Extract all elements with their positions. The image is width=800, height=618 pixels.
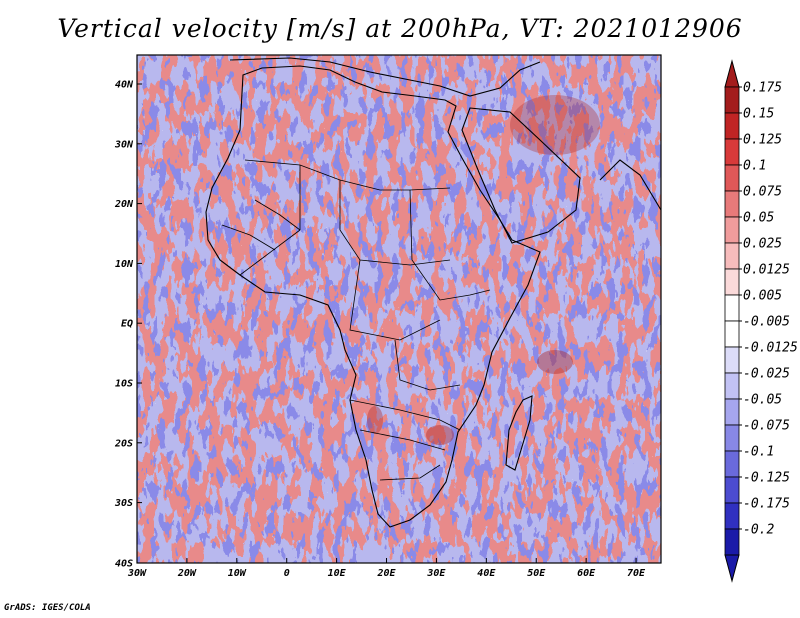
colorbar-bin [724, 190, 740, 218]
africa-coastline [205, 65, 541, 528]
colorbar-bin [724, 372, 740, 400]
lon-tick-label: 10E [328, 568, 347, 579]
colorbar-bin [724, 216, 740, 244]
colorbar-label: -0.1 [743, 445, 774, 460]
arabia-coastline [461, 107, 581, 244]
colorbar-bin [724, 164, 740, 192]
lat-tick-label: 10N [115, 259, 134, 270]
colorbar-bottom-arrow [724, 554, 740, 583]
colorbar-bin [724, 450, 740, 478]
lat-tick-label: 40S [115, 559, 133, 570]
lat-tick-label: 30S [114, 498, 133, 509]
lat-tick-label: 40N [115, 80, 134, 91]
colorbar-bin [724, 502, 740, 530]
velocity-field [137, 55, 661, 563]
lat-tick-label: 20S [114, 438, 133, 449]
colorbar-label: -0.2 [743, 523, 774, 538]
colorbar-bin [724, 242, 740, 270]
colorbar-label: 0.175 [743, 81, 782, 96]
madagascar-coastline [505, 395, 533, 471]
colorbar-bin [724, 112, 740, 140]
asia-coastline [599, 159, 662, 211]
colorbar-label: 0.15 [743, 107, 774, 122]
colorbar-top-arrow [724, 59, 740, 88]
colorbar-bin [724, 424, 740, 452]
colorbar-bin [724, 398, 740, 426]
plot-frame [136, 54, 662, 564]
lon-tick-label: 10W [228, 568, 247, 579]
colorbar-label: -0.075 [743, 419, 790, 434]
country-borders [221, 159, 491, 481]
lon-tick-label: 50E [527, 568, 546, 579]
colorbar-bin [724, 528, 740, 556]
latitude-axis: 40N 30N 20N 10N EQ 10S 20S 30S 40S [114, 80, 142, 570]
lat-tick-label: 20N [114, 199, 134, 210]
colorbar-label: 0.125 [743, 133, 782, 148]
lat-tick-label: 30N [114, 139, 134, 150]
colorbar-label: 0.025 [743, 237, 782, 252]
colorbar-label: 0.0125 [743, 263, 790, 278]
europe-coastline [229, 57, 541, 97]
colorbar-label: -0.0125 [743, 341, 798, 356]
colorbar-bin [724, 320, 740, 348]
colorbar: 0.175 0.15 0.125 0.1 0.075 0.05 0.025 0.0125 0.0… [724, 59, 798, 583]
colorbar-label: 0.1 [743, 159, 766, 174]
colorbar-label: -0.025 [743, 367, 790, 382]
colorbar-label: 0.05 [743, 211, 774, 226]
colorbar-label: -0.005 [743, 315, 790, 330]
colorbar-label: 0.075 [743, 185, 782, 200]
colorbar-bin [724, 294, 740, 322]
coastlines [205, 57, 662, 528]
colorbar-bin [724, 268, 740, 296]
lon-tick-label: 70E [627, 568, 646, 579]
lon-tick-label: 60E [577, 568, 596, 579]
lon-tick-label: 40E [477, 568, 496, 579]
lat-tick-label: 10S [115, 379, 133, 390]
colorbar-label: -0.125 [743, 471, 790, 486]
colorbar-label: -0.175 [743, 497, 790, 512]
lon-tick-label: 0 [284, 568, 290, 579]
map-title: Vertical velocity [m/s] at 200hPa, VT: 2… [57, 14, 743, 43]
colorbar-label: 0.005 [743, 289, 782, 304]
colorbar-label: -0.05 [743, 393, 782, 408]
colorbar-bin [724, 476, 740, 504]
colorbar-bin [724, 138, 740, 166]
lat-tick-label: EQ [121, 319, 133, 330]
longitude-axis: 30W 20W 10W 0 10E 20E 30E 40E 50E 60E 70E [127, 558, 646, 579]
colorbar-bin [724, 86, 740, 114]
lon-tick-label: 30W [127, 568, 147, 579]
lon-tick-label: 20W [177, 568, 197, 579]
lon-tick-label: 30E [426, 568, 446, 579]
colorbar-bin [724, 346, 740, 374]
lon-tick-label: 20E [376, 568, 396, 579]
grads-credit: GrADS: IGES/COLA [4, 603, 91, 613]
